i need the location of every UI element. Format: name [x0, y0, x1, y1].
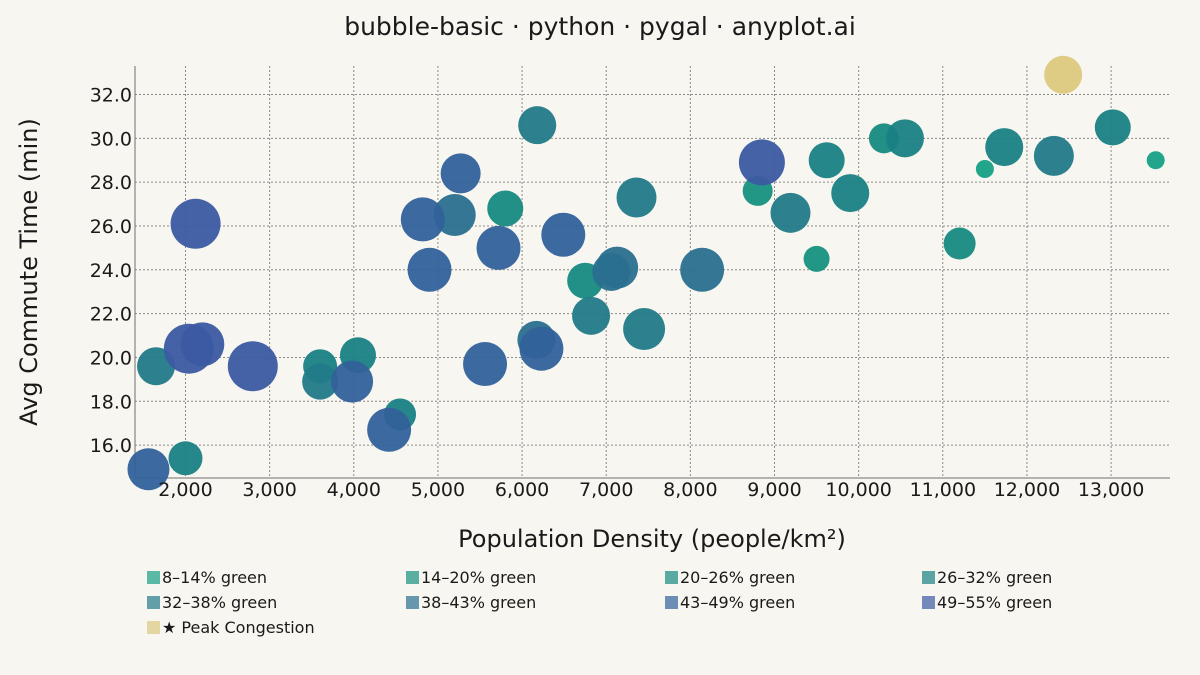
chart-title: bubble-basic · python · pygal · anyplot.… [344, 12, 856, 41]
bubble [1094, 109, 1131, 146]
y-tick-label: 16.0 [90, 435, 132, 457]
y-tick-label: 28.0 [90, 172, 132, 194]
axes [134, 66, 1170, 479]
bubble [476, 225, 521, 270]
legend-swatch [922, 596, 935, 609]
x-tick-labels: 2,000 3,000 4,000 5,000 6,000 7,000 8,000 9,000… [158, 479, 1144, 501]
x-tick-label: 11,000 [910, 479, 976, 501]
y-axis-label: Avg Commute Time (min) [15, 118, 43, 426]
bubble [808, 142, 845, 179]
y-tick-label: 32.0 [90, 84, 132, 106]
bubble [163, 323, 214, 374]
y-tick-label: 24.0 [90, 260, 132, 282]
bubble [572, 296, 611, 335]
legend-label: 26–32% green [937, 568, 1052, 587]
x-axis-label: Population Density (people/km²) [458, 525, 846, 553]
bubble [1044, 55, 1083, 94]
bubble [680, 247, 725, 292]
x-tick-label: 13,000 [1078, 479, 1144, 501]
x-tick-label: 8,000 [663, 479, 717, 501]
bubble [367, 407, 412, 452]
legend-label: 14–20% green [421, 568, 536, 587]
bubble [803, 245, 830, 272]
bubble [985, 128, 1024, 167]
bubble [885, 119, 924, 158]
x-tick-label: 10,000 [825, 479, 891, 501]
x-tick-label: 3,000 [242, 479, 296, 501]
bubble [127, 448, 170, 491]
y-tick-label: 20.0 [90, 347, 132, 369]
bubble [227, 341, 278, 392]
bubble [623, 307, 666, 350]
legend-label: ★ Peak Congestion [162, 618, 315, 637]
legend-swatch [147, 596, 160, 609]
bubble [487, 190, 524, 227]
bubble [592, 253, 631, 291]
bubble [738, 139, 785, 186]
bubble [616, 177, 657, 218]
bubble [943, 227, 976, 260]
x-tick-label: 9,000 [747, 479, 801, 501]
bubble [440, 153, 481, 194]
bubble [433, 194, 476, 237]
y-tick-label: 22.0 [90, 304, 132, 326]
bubble [831, 174, 870, 213]
x-tick-label: 4,000 [327, 479, 381, 501]
x-tick-label: 5,000 [411, 479, 465, 501]
y-tick-label: 30.0 [90, 128, 132, 150]
legend-swatch [147, 571, 160, 584]
bubble [541, 212, 586, 257]
legend-label: 8–14% green [162, 568, 267, 587]
bubble [168, 441, 203, 476]
legend-label: 32–38% green [162, 593, 277, 612]
bubbles [127, 55, 1165, 491]
x-tick-label: 2,000 [158, 479, 212, 501]
bubble [975, 160, 994, 178]
legend: 8–14% green 14–20% green 20–26% green 26–32… [147, 568, 1052, 637]
bubble [400, 197, 445, 242]
bubble [407, 247, 452, 292]
legend-swatch [665, 571, 678, 584]
bubble [770, 192, 811, 233]
bubble [170, 198, 221, 249]
bubble [518, 106, 557, 145]
legend-label: 20–26% green [680, 568, 795, 587]
legend-label: 43–49% green [680, 593, 795, 612]
bubble [1146, 151, 1165, 170]
bubble [1033, 135, 1074, 176]
bubble [463, 342, 508, 387]
legend-swatch [147, 621, 160, 634]
y-tick-label: 26.0 [90, 216, 132, 238]
legend-label: 49–55% green [937, 593, 1052, 612]
legend-swatch [406, 571, 419, 584]
x-tick-label: 7,000 [579, 479, 633, 501]
legend-swatch [665, 596, 678, 609]
legend-swatch [922, 571, 935, 584]
y-tick-labels: 16.0 18.0 20.0 22.0 24.0 26.0 28.0 30.0 32.0 [90, 84, 132, 457]
y-tick-label: 18.0 [90, 391, 132, 413]
bubble [331, 360, 374, 403]
bubble [519, 326, 564, 371]
bubble [302, 363, 339, 400]
legend-swatch [406, 596, 419, 609]
x-tick-label: 12,000 [994, 479, 1060, 501]
legend-label: 38–43% green [421, 593, 536, 612]
x-tick-label: 6,000 [495, 479, 549, 501]
